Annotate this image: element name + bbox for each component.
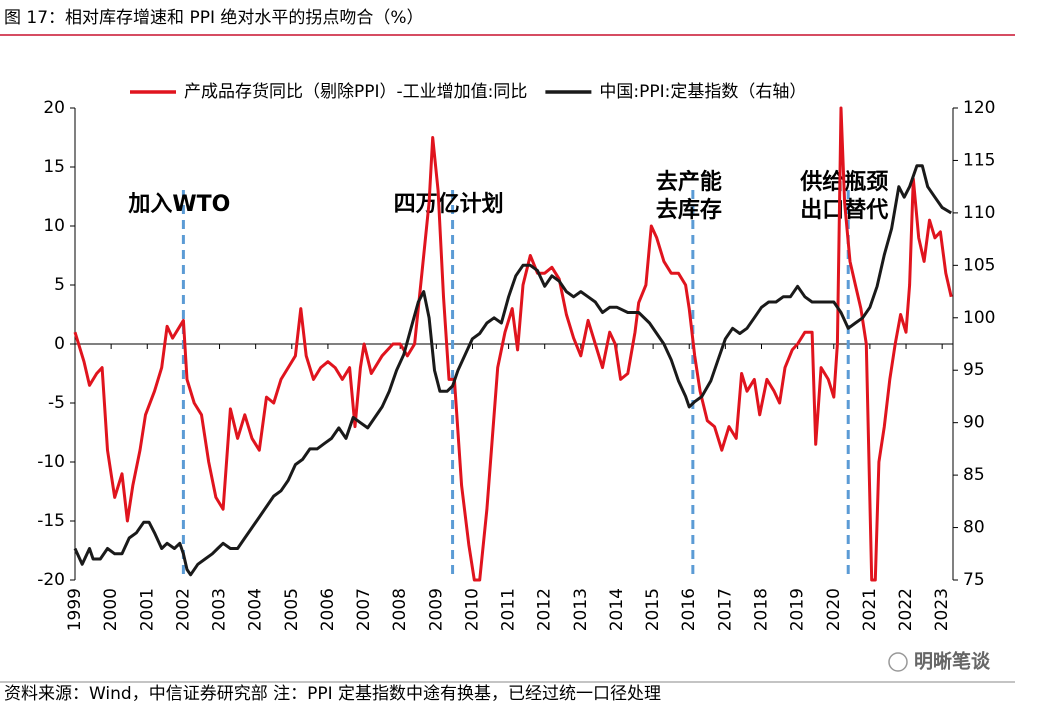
y2-tick-label: 75 (963, 570, 985, 590)
series-line (73, 164, 952, 577)
x-tick-label: 2003 (210, 588, 230, 631)
x-tick-label: 2020 (824, 588, 844, 631)
y-tick-label: 10 (43, 216, 65, 236)
y-tick-label: 5 (54, 275, 65, 295)
y2-tick-label: 80 (963, 518, 985, 538)
x-tick-label: 2004 (246, 588, 266, 631)
y-tick-label: -15 (37, 511, 65, 531)
x-tick-label: 2013 (571, 588, 591, 631)
x-tick-label: 2017 (715, 588, 735, 631)
y-tick-label: 0 (54, 334, 65, 354)
x-tick-label: 2015 (643, 588, 663, 631)
x-tick-label: 2008 (390, 588, 410, 631)
x-tick-label: 1999 (65, 588, 85, 631)
x-tick-label: 2019 (788, 588, 808, 631)
annotation: 加入WTO (127, 192, 230, 217)
x-tick-label: 2022 (896, 588, 916, 631)
y-tick-label: -20 (37, 570, 65, 590)
x-tick-label: 2011 (499, 588, 519, 631)
y2-tick-label: 90 (963, 413, 985, 433)
chart-title: 图 17：相对库存增速和 PPI 绝对水平的拐点吻合（%） (4, 8, 424, 28)
annotation: 四万亿计划 (394, 192, 504, 217)
annotation: 去产能 (656, 169, 722, 195)
source-note: 资料来源：Wind，中信证券研究部 注：PPI 定基指数中途有换基，已经过统一口… (4, 684, 661, 704)
x-tick-label: 2018 (752, 588, 772, 631)
x-tick-label: 2012 (535, 588, 555, 631)
y-tick-label: -10 (37, 452, 65, 472)
y-tick-label: 15 (43, 157, 65, 177)
y2-tick-label: 120 (963, 98, 995, 118)
x-tick-label: 2016 (679, 588, 699, 631)
x-tick-label: 2001 (137, 588, 157, 631)
x-tick-label: 2000 (101, 588, 121, 631)
annotation: 去库存 (656, 197, 722, 223)
x-tick-label: 2007 (354, 588, 374, 631)
y2-tick-label: 110 (963, 203, 995, 223)
y2-tick-label: 100 (963, 308, 995, 328)
x-tick-label: 2005 (282, 588, 302, 631)
x-tick-label: 2014 (607, 588, 627, 631)
y2-tick-label: 95 (963, 360, 985, 380)
x-tick-label: 2010 (462, 588, 482, 631)
legend-label: 产成品存货同比（剔除PPI）-工业增加值:同比 (184, 82, 527, 102)
x-tick-label: 2002 (173, 588, 193, 631)
y-tick-label: -5 (48, 393, 65, 413)
y-tick-label: 20 (43, 98, 65, 118)
y2-tick-label: 85 (963, 465, 985, 485)
x-tick-label: 2009 (426, 588, 446, 631)
y2-tick-label: 105 (963, 255, 995, 275)
x-tick-label: 2006 (318, 588, 338, 631)
y2-tick-label: 115 (963, 150, 995, 170)
x-tick-label: 2021 (860, 588, 880, 631)
watermark: 明晰笔谈 (914, 650, 991, 673)
legend-label: 中国:PPI:定基指数（右轴） (599, 82, 806, 102)
watermark-icon (888, 652, 908, 672)
x-tick-label: 2023 (932, 588, 952, 631)
